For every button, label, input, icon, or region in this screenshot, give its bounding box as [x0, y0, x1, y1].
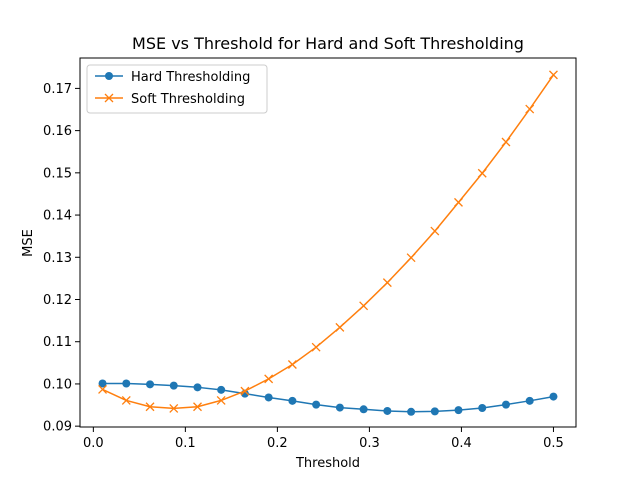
y-tick-label: 0.15 [43, 166, 72, 181]
y-tick-label: 0.11 [43, 335, 72, 350]
data-point-hard [359, 405, 368, 414]
data-point-hard [288, 396, 297, 405]
data-point-soft [406, 253, 416, 263]
data-point-soft [121, 395, 131, 405]
y-tick-label: 0.09 [43, 420, 72, 435]
data-point-hard [193, 383, 202, 392]
x-tick-label: 0.0 [83, 436, 104, 451]
x-tick-label: 0.5 [543, 436, 564, 451]
data-point-soft [311, 342, 321, 352]
axes-frame [79, 57, 577, 428]
data-point-hard [549, 392, 558, 401]
legend-box [86, 64, 268, 114]
data-point-soft [525, 104, 535, 114]
data-point-soft [193, 402, 202, 412]
x-tick-label: 0.1 [175, 436, 196, 451]
data-point-soft [454, 197, 463, 207]
data-point-hard [430, 407, 439, 416]
data-point-hard [169, 381, 178, 390]
x-tick-label: 0.2 [267, 436, 288, 451]
data-point-soft [382, 278, 392, 288]
y-axis-label: MSE [21, 229, 36, 257]
series-line-soft [102, 74, 555, 410]
plot-area [98, 70, 558, 416]
data-point-hard [312, 400, 321, 409]
data-point-soft [548, 70, 558, 80]
data-point-hard [525, 396, 534, 405]
data-point-hard [383, 406, 392, 415]
data-point-soft [477, 168, 487, 178]
data-point-soft [359, 301, 369, 311]
data-point-soft [264, 374, 274, 384]
y-axis: 0.09 0.10 0.11 0.12 0.13 0.14 0.15 0.16 0.17 [43, 82, 80, 435]
data-point-hard [407, 407, 416, 416]
data-point-hard [217, 385, 226, 394]
data-point-soft [287, 360, 297, 369]
data-point-hard [98, 379, 107, 388]
data-point-hard [454, 406, 463, 415]
legend-hard-marker [105, 72, 113, 80]
x-tick-label: 0.3 [359, 436, 380, 451]
legend-soft-marker [104, 93, 114, 103]
data-point-hard [146, 380, 155, 389]
data-point-soft [240, 386, 250, 396]
y-tick-label: 0.14 [43, 209, 72, 224]
data-point-hard [478, 404, 487, 413]
y-tick-label: 0.12 [43, 293, 72, 308]
data-point-hard [122, 379, 131, 388]
x-axis-label: Threshold [295, 456, 360, 471]
y-tick-label: 0.13 [43, 251, 72, 266]
data-point-hard [264, 393, 273, 402]
data-point-soft [335, 322, 345, 332]
data-point-soft [430, 226, 440, 236]
y-tick-label: 0.10 [43, 377, 72, 392]
legend-hard-label: Hard Thresholding [131, 70, 250, 85]
x-axis: 0.0 0.1 0.2 0.3 0.4 0.5 [83, 427, 564, 451]
data-point-soft [501, 137, 511, 147]
data-point-hard [335, 403, 344, 412]
data-point-soft [98, 384, 108, 394]
data-point-hard [501, 400, 510, 409]
data-point-soft [169, 403, 179, 413]
y-tick-label: 0.17 [43, 82, 72, 97]
legend-soft-label: Soft Thresholding [131, 92, 245, 107]
chart-title: MSE vs Threshold for Hard and Soft Thres… [132, 34, 524, 53]
y-tick-label: 0.16 [43, 124, 72, 139]
x-tick-label: 0.4 [451, 436, 472, 451]
legend: Hard Thresholding Soft Thresholding [86, 64, 268, 114]
data-point-soft [216, 395, 226, 405]
data-point-soft [145, 402, 155, 412]
